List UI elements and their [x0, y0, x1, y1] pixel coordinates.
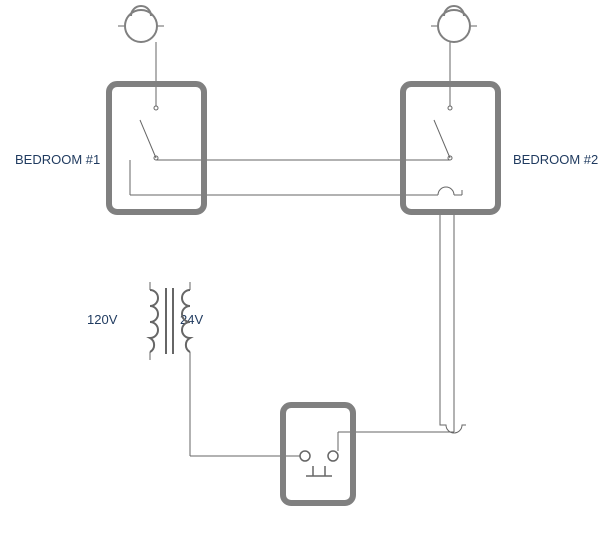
switch-1-symbol [140, 106, 158, 160]
schematic-svg [0, 0, 607, 553]
lamp-1 [125, 6, 157, 42]
diagram-canvas: BEDROOM #1 BEDROOM #2 120V 24V [0, 0, 607, 553]
relay-contacts [300, 451, 338, 476]
relay-box [283, 405, 353, 503]
transformer [150, 288, 190, 354]
lamp-2 [438, 6, 470, 42]
switch-2-symbol [434, 106, 452, 160]
wiring [118, 26, 477, 456]
